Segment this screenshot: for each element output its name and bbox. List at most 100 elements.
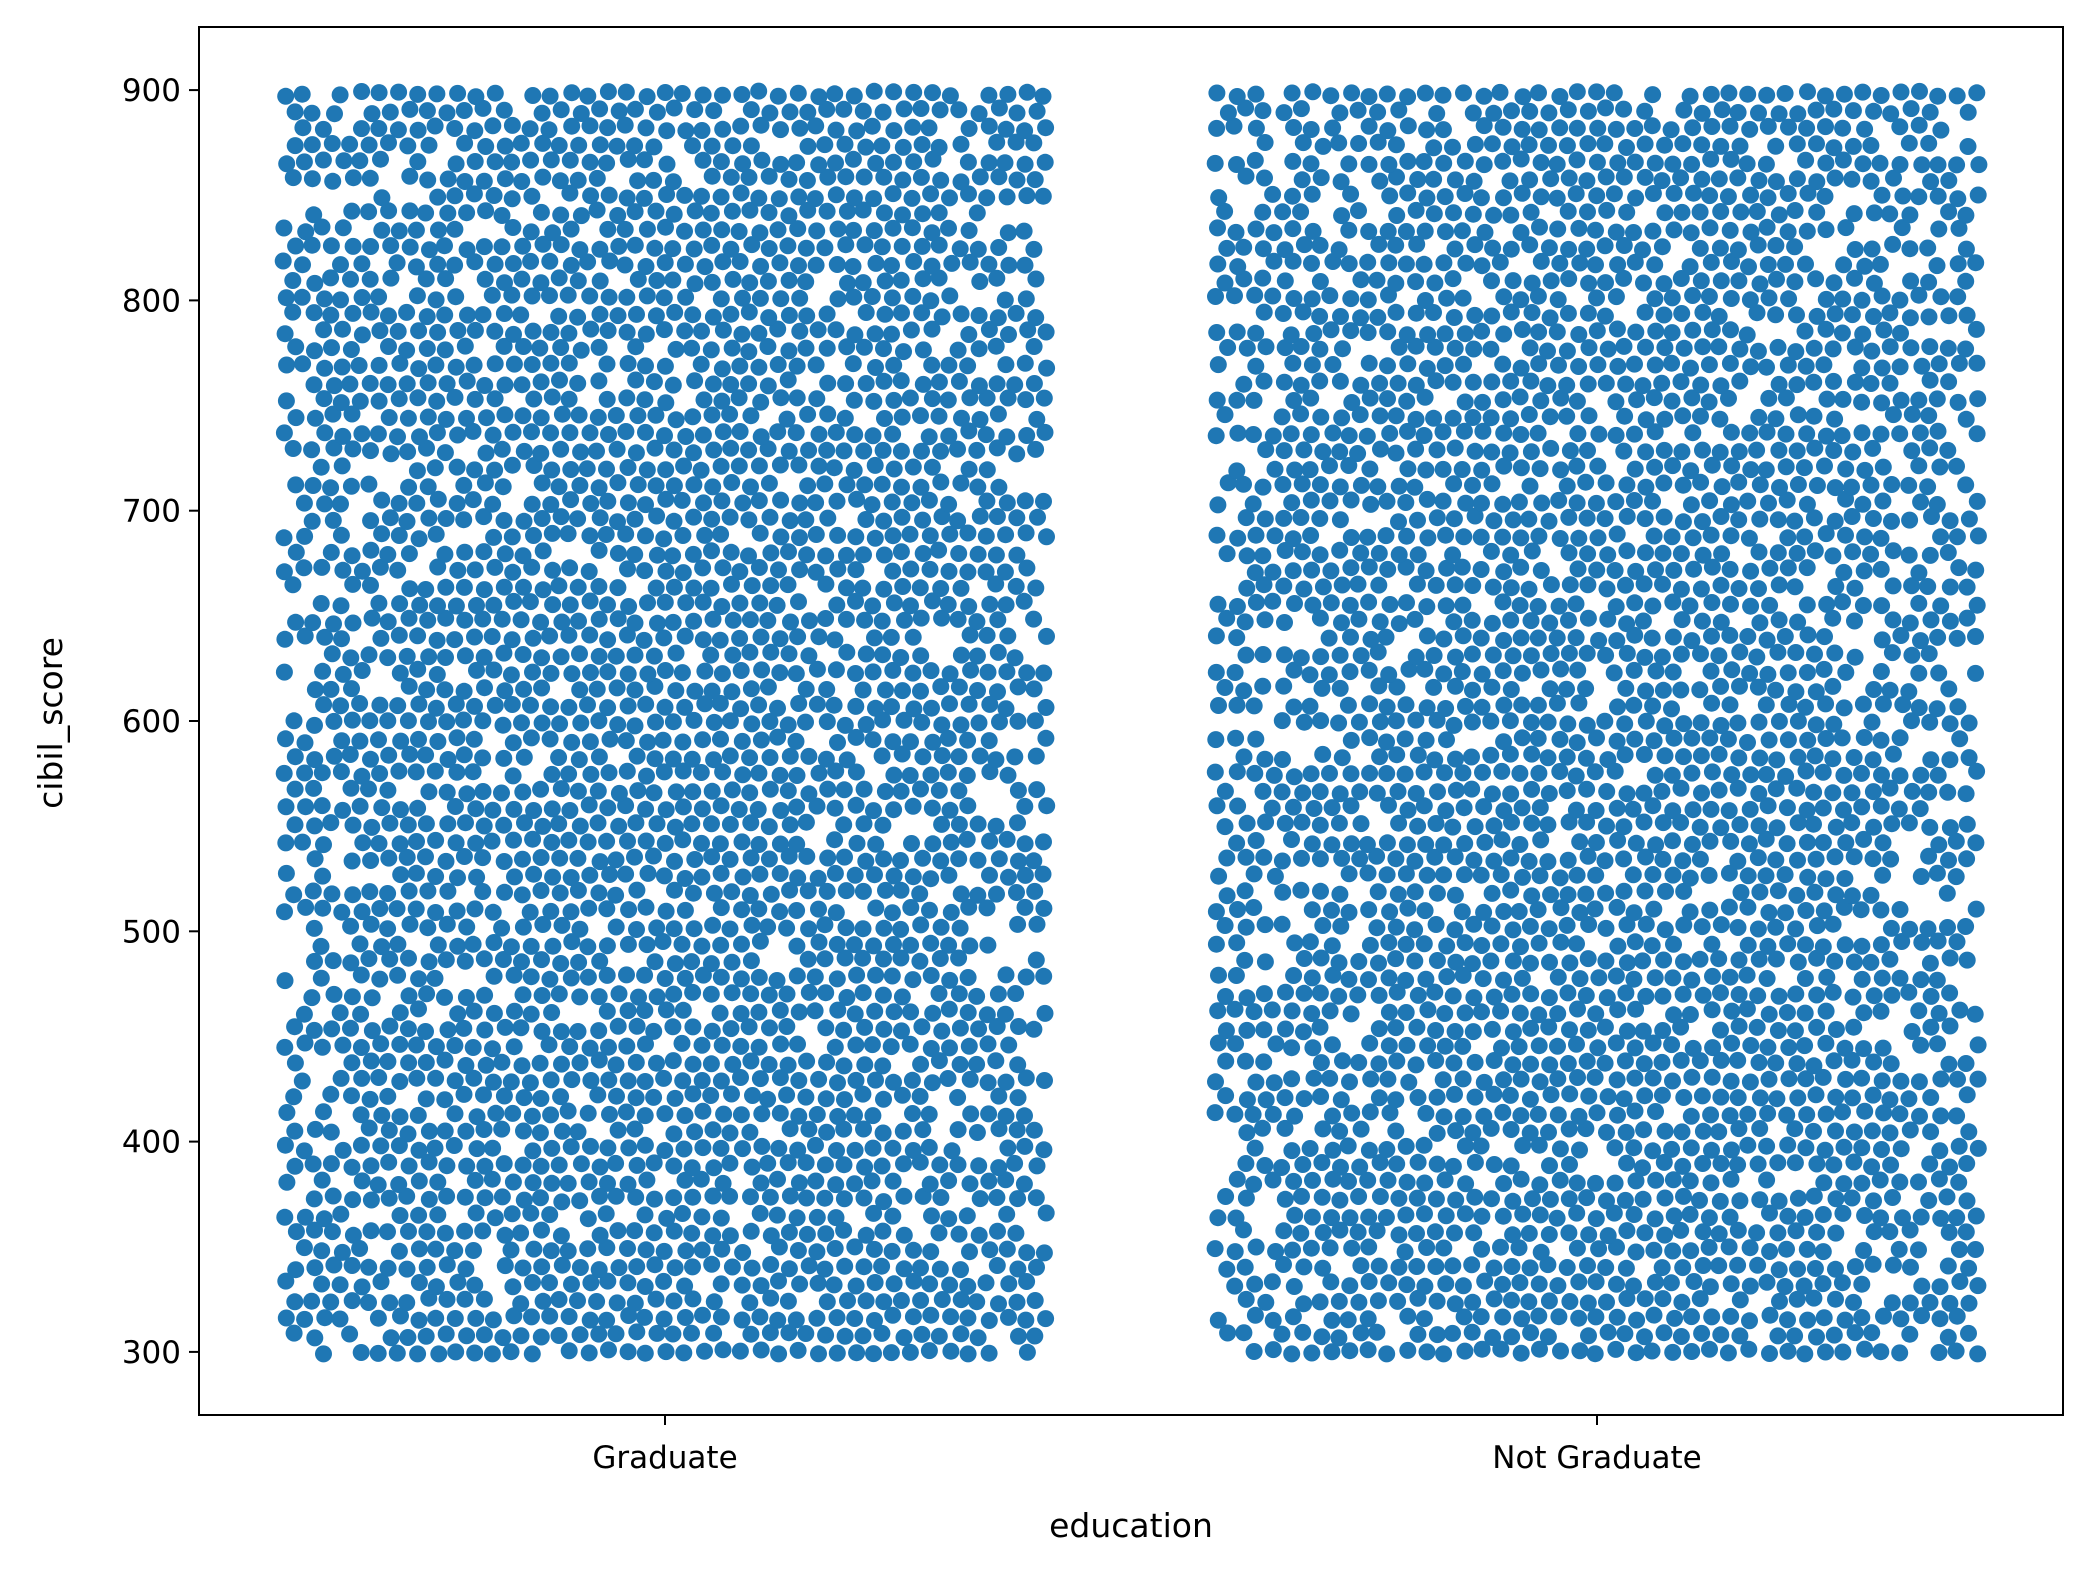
data-point bbox=[1607, 967, 1625, 985]
data-point bbox=[1560, 508, 1578, 526]
data-point bbox=[980, 1172, 998, 1190]
data-point bbox=[959, 1004, 977, 1021]
data-point bbox=[705, 1324, 723, 1342]
data-point bbox=[1397, 1137, 1415, 1155]
data-point bbox=[673, 664, 691, 682]
data-point bbox=[1237, 918, 1255, 936]
data-point bbox=[276, 1038, 294, 1056]
data-point bbox=[314, 151, 332, 169]
data-point bbox=[1653, 648, 1671, 666]
data-point bbox=[569, 881, 587, 899]
data-point bbox=[1323, 937, 1341, 955]
data-point bbox=[284, 576, 302, 594]
data-point bbox=[1284, 354, 1302, 372]
data-point bbox=[1445, 309, 1463, 326]
data-point bbox=[952, 305, 970, 323]
data-point bbox=[1016, 1107, 1033, 1125]
data-point bbox=[381, 509, 399, 527]
data-point bbox=[1808, 1018, 1826, 1036]
data-point bbox=[750, 358, 768, 376]
data-point bbox=[998, 494, 1016, 512]
data-point bbox=[930, 373, 948, 391]
data-point bbox=[1683, 1343, 1701, 1360]
data-point bbox=[647, 406, 665, 424]
data-point bbox=[626, 1294, 644, 1312]
data-point bbox=[447, 597, 465, 615]
data-point bbox=[694, 151, 712, 169]
data-point bbox=[306, 952, 323, 970]
data-point bbox=[1514, 1137, 1532, 1154]
data-point bbox=[362, 750, 379, 768]
data-point bbox=[1701, 1340, 1718, 1358]
data-point bbox=[1228, 462, 1246, 480]
data-point bbox=[312, 969, 330, 987]
data-point bbox=[1228, 834, 1246, 852]
data-point bbox=[1825, 1326, 1843, 1344]
data-point bbox=[768, 1206, 786, 1224]
data-point bbox=[1720, 802, 1738, 820]
data-point bbox=[1617, 679, 1635, 697]
data-point bbox=[380, 134, 397, 152]
data-point bbox=[1514, 868, 1531, 886]
data-point bbox=[1321, 287, 1339, 305]
data-point bbox=[810, 628, 828, 646]
data-point bbox=[693, 187, 710, 205]
data-point bbox=[958, 830, 976, 848]
data-point bbox=[1311, 307, 1329, 325]
data-point bbox=[1654, 987, 1672, 1005]
data-point bbox=[447, 834, 465, 852]
data-point bbox=[1738, 966, 1756, 984]
data-point bbox=[1542, 886, 1560, 904]
data-point bbox=[1590, 632, 1608, 649]
data-point bbox=[646, 239, 664, 257]
data-point bbox=[1369, 478, 1387, 496]
data-point bbox=[760, 474, 778, 492]
data-point bbox=[1264, 563, 1282, 581]
data-point bbox=[390, 222, 408, 240]
data-point bbox=[666, 955, 684, 973]
data-point bbox=[904, 868, 922, 886]
data-point bbox=[1683, 835, 1701, 853]
data-point bbox=[360, 780, 377, 798]
data-point bbox=[455, 1019, 473, 1037]
data-point bbox=[759, 272, 777, 290]
data-point bbox=[1387, 850, 1405, 868]
data-point bbox=[1920, 308, 1938, 326]
data-point bbox=[1579, 950, 1597, 968]
data-point bbox=[1854, 597, 1872, 614]
data-point bbox=[1246, 286, 1264, 304]
data-point bbox=[553, 613, 571, 631]
data-point bbox=[496, 1257, 514, 1275]
data-point bbox=[932, 852, 950, 870]
data-point bbox=[712, 864, 730, 882]
data-point bbox=[1017, 968, 1035, 986]
data-point bbox=[711, 631, 729, 649]
data-point bbox=[1523, 887, 1541, 905]
data-point bbox=[1456, 835, 1474, 852]
data-point bbox=[532, 780, 550, 798]
data-point bbox=[1703, 763, 1721, 781]
data-point bbox=[524, 87, 542, 104]
data-point bbox=[658, 155, 676, 173]
data-point bbox=[1550, 356, 1567, 374]
data-point bbox=[352, 1344, 370, 1361]
data-point bbox=[401, 202, 419, 220]
data-point bbox=[1380, 934, 1398, 951]
data-point bbox=[819, 168, 837, 186]
data-point bbox=[1598, 989, 1616, 1007]
data-point bbox=[1360, 593, 1378, 611]
data-point bbox=[742, 1325, 760, 1343]
data-point bbox=[1663, 354, 1681, 372]
data-point bbox=[515, 512, 533, 530]
data-point bbox=[466, 1344, 484, 1362]
data-point bbox=[1824, 915, 1842, 933]
data-point bbox=[1786, 1327, 1804, 1345]
data-point bbox=[961, 1243, 978, 1261]
data-point bbox=[712, 525, 730, 543]
data-point bbox=[1454, 289, 1472, 307]
data-point bbox=[1608, 1071, 1626, 1089]
data-point bbox=[1617, 1123, 1635, 1141]
data-point bbox=[1513, 969, 1531, 987]
data-point bbox=[826, 831, 844, 849]
data-point bbox=[1750, 1054, 1768, 1071]
